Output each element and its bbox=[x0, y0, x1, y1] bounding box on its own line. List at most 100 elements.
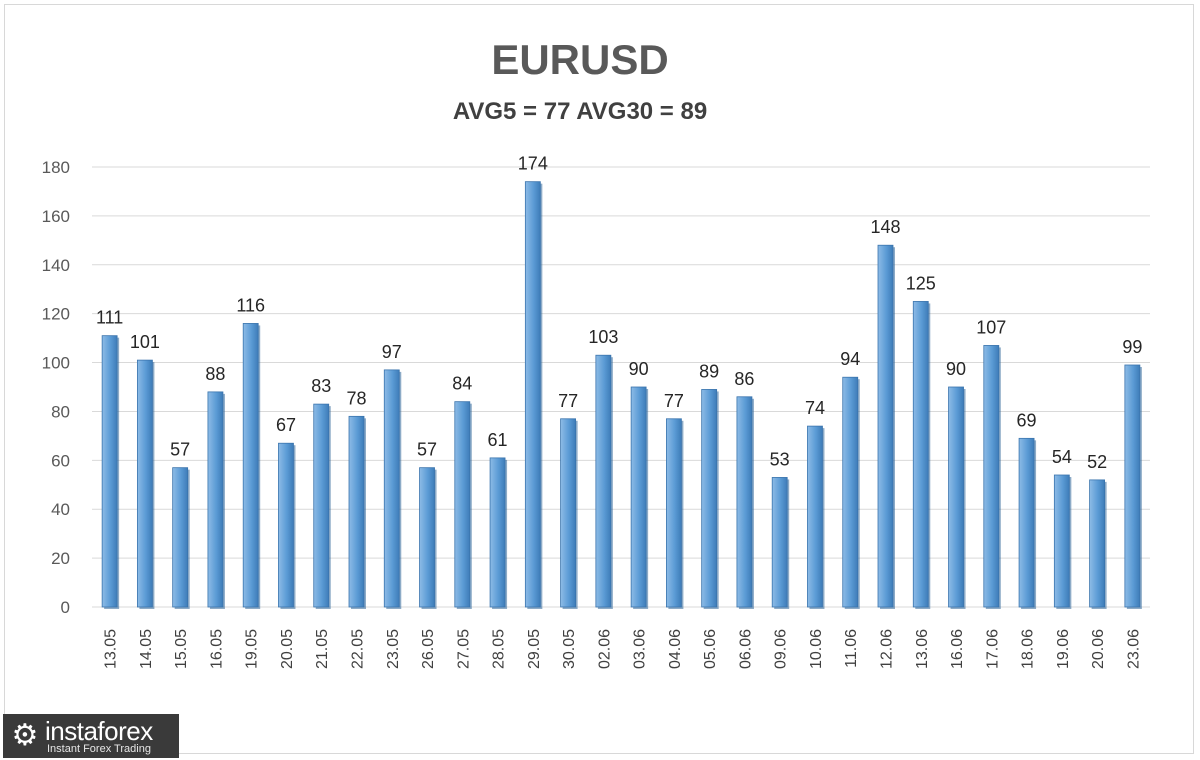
y-tick-label: 180 bbox=[42, 158, 70, 177]
data-label: 94 bbox=[840, 349, 860, 369]
x-tick-label: 13.05 bbox=[103, 629, 120, 669]
data-label: 101 bbox=[130, 332, 160, 352]
x-tick-label: 04.06 bbox=[667, 629, 684, 669]
x-tick-label: 17.06 bbox=[984, 629, 1001, 669]
bar-16.06 bbox=[948, 386, 964, 608]
x-tick-label: 03.06 bbox=[632, 629, 649, 669]
data-label: 84 bbox=[452, 374, 472, 394]
x-tick-label: 19.05 bbox=[244, 629, 261, 669]
bar-17.06 bbox=[983, 345, 1000, 608]
data-label: 83 bbox=[311, 376, 331, 396]
bar-05.06 bbox=[701, 389, 718, 608]
x-tick-label: 13.06 bbox=[914, 629, 931, 669]
bar-23.05 bbox=[383, 369, 400, 608]
x-tick-label: 14.05 bbox=[138, 629, 155, 669]
chart-title: EURUSD bbox=[491, 36, 669, 83]
x-tick-label: 21.05 bbox=[314, 629, 331, 669]
x-tick-label: 12.06 bbox=[879, 629, 896, 669]
data-label: 69 bbox=[1017, 410, 1037, 430]
data-label: 103 bbox=[588, 327, 618, 347]
bar-06.06 bbox=[736, 396, 753, 608]
data-label: 107 bbox=[976, 317, 1006, 337]
bar-09.06 bbox=[771, 477, 788, 608]
x-tick-label: 23.05 bbox=[385, 629, 402, 669]
y-tick-label: 80 bbox=[51, 402, 70, 421]
x-tick-label: 09.06 bbox=[773, 629, 790, 669]
data-label: 89 bbox=[699, 361, 719, 381]
bar-27.05 bbox=[454, 401, 471, 608]
chart-subtitle: AVG5 = 77 AVG30 = 89 bbox=[452, 98, 708, 125]
data-label: 78 bbox=[346, 388, 366, 408]
bar-20.06 bbox=[1089, 479, 1105, 608]
x-tick-label: 27.05 bbox=[455, 629, 472, 669]
data-label: 52 bbox=[1087, 452, 1107, 472]
gear-icon: ⚙ bbox=[11, 719, 39, 752]
bar-26.05 bbox=[419, 467, 435, 608]
data-label: 99 bbox=[1122, 337, 1142, 357]
y-tick-label: 120 bbox=[42, 305, 70, 324]
bar-19.05 bbox=[242, 323, 259, 608]
bar-23.06 bbox=[1124, 364, 1141, 608]
bar-15.05 bbox=[172, 467, 189, 608]
instaforex-logo: ⚙ instaforex Instant Forex Trading bbox=[3, 714, 179, 758]
data-label: 90 bbox=[946, 359, 966, 379]
bar-10.06 bbox=[807, 425, 823, 608]
y-tick-label: 160 bbox=[42, 207, 70, 226]
data-label: 61 bbox=[488, 430, 508, 450]
logo-brand: instaforex bbox=[45, 716, 153, 746]
x-tick-label: 05.06 bbox=[702, 629, 719, 669]
x-tick-label: 19.06 bbox=[1055, 629, 1072, 669]
x-tick-label: 28.05 bbox=[491, 629, 508, 669]
x-tick-label: 20.05 bbox=[279, 629, 296, 669]
bar-02.06 bbox=[595, 354, 612, 608]
x-tick-label: 10.06 bbox=[808, 629, 825, 669]
data-label: 88 bbox=[205, 364, 225, 384]
x-tick-label: 06.06 bbox=[737, 629, 754, 669]
bar-14.05 bbox=[136, 359, 153, 608]
y-tick-label: 100 bbox=[42, 354, 70, 373]
x-tick-label: 15.05 bbox=[173, 629, 190, 669]
x-tick-label: 16.05 bbox=[208, 629, 225, 669]
data-label: 86 bbox=[734, 369, 754, 389]
bar-29.05 bbox=[524, 181, 541, 608]
bar-19.06 bbox=[1053, 474, 1070, 608]
x-tick-label: 22.05 bbox=[350, 629, 367, 669]
x-tick-label: 29.05 bbox=[526, 629, 543, 669]
data-label: 90 bbox=[629, 359, 649, 379]
data-label: 77 bbox=[664, 391, 684, 411]
data-label: 53 bbox=[770, 449, 790, 469]
data-label: 174 bbox=[518, 154, 548, 174]
bar-11.06 bbox=[842, 376, 859, 608]
bar-03.06 bbox=[630, 386, 647, 608]
bar-20.05 bbox=[278, 442, 294, 608]
bar-16.05 bbox=[207, 391, 224, 608]
data-label: 148 bbox=[870, 217, 900, 237]
x-tick-label: 26.05 bbox=[420, 629, 437, 669]
bar-12.06 bbox=[877, 244, 894, 608]
data-label: 67 bbox=[276, 415, 296, 435]
bar-22.05 bbox=[348, 415, 365, 608]
logo-tagline: Instant Forex Trading bbox=[47, 743, 151, 755]
x-tick-label: 30.05 bbox=[561, 629, 578, 669]
bar-30.05 bbox=[560, 418, 576, 608]
y-tick-label: 20 bbox=[51, 549, 70, 568]
x-tick-label: 16.06 bbox=[949, 629, 966, 669]
data-label: 77 bbox=[558, 391, 578, 411]
bar-04.06 bbox=[666, 418, 682, 608]
x-tick-label: 18.06 bbox=[1020, 629, 1037, 669]
x-tick-label: 11.06 bbox=[843, 629, 860, 668]
y-tick-label: 0 bbox=[61, 598, 70, 617]
y-tick-label: 40 bbox=[51, 500, 70, 519]
x-tick-label: 20.06 bbox=[1090, 629, 1107, 669]
data-label: 57 bbox=[170, 440, 190, 460]
data-label: 57 bbox=[417, 440, 437, 460]
data-label: 116 bbox=[236, 295, 265, 315]
x-tick-label: 02.06 bbox=[596, 629, 613, 669]
data-label: 111 bbox=[96, 308, 123, 328]
bar-13.06 bbox=[912, 301, 929, 608]
x-tick-label: 23.06 bbox=[1125, 629, 1142, 669]
data-label: 74 bbox=[805, 398, 825, 418]
data-label: 125 bbox=[906, 273, 936, 293]
data-label: 54 bbox=[1052, 447, 1072, 467]
